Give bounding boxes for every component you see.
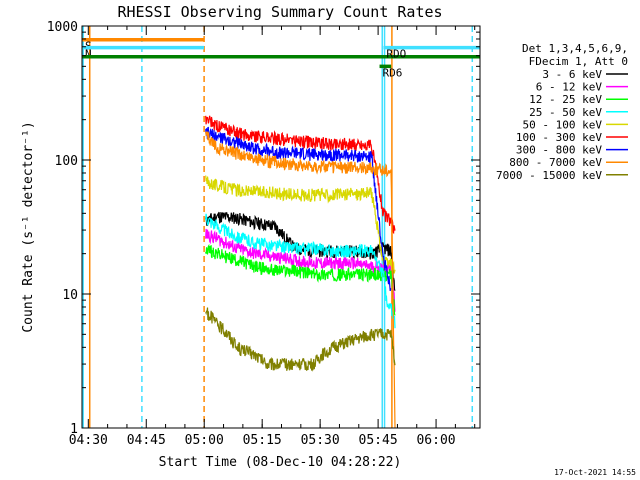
plot-frame [81,25,481,429]
legend-label-8: 800 - 7000 keV [509,156,602,169]
legend-header-1: Det 1,3,4,5,6,9, [522,42,628,55]
x-tick-label-7: 06:00 [416,433,455,448]
legend-label-5: 50 - 100 keV [523,118,603,131]
legend-label-2: 6 - 12 keV [536,81,603,94]
series-line-5 [205,175,396,274]
axes: 04:30 04:45 05:00 05:15 05:30 05:45 06:00 1 10 10… [47,20,480,448]
legend-label-1: 3 - 6 keV [542,68,602,81]
legend-label-4: 25 - 50 keV [529,106,602,119]
x-tick-label-4: 05:15 [243,433,282,448]
legend-label-3: 12 - 25 keV [529,93,602,106]
series-group [205,115,396,429]
x-tick-label-5: 05:30 [301,433,340,448]
legend-label-6: 100 - 300 keV [516,131,602,144]
footer-timestamp: 17-Oct-2021 14:55 [554,468,636,477]
series-line-9 [205,307,396,372]
state-bar-label-4: RD6 [383,66,403,79]
y-tick-label-3: 100 [55,154,78,169]
x-axis-label: Start Time (08-Dec-10 04:28:22) [159,455,402,470]
legend: Det 1,3,4,5,6,9,FDecim 1, Att 03 - 6 keV… [496,42,628,182]
y-tick-label-2: 10 [62,288,78,303]
y-tick-label-1: 1 [70,422,78,437]
x-tick-label-3: 05:00 [185,433,224,448]
legend-header-2: FDecim 1, Att 0 [529,55,628,68]
state-bar-label-5: RDO [386,48,406,61]
y-axis-label: Count Rate (s⁻¹ detector⁻¹) [21,121,36,332]
series-line-3 [205,243,396,316]
legend-label-7: 300 - 800 keV [516,144,602,157]
legend-label-9: 7000 - 15000 keV [496,169,602,182]
y-tick-label-4: 1000 [47,20,78,35]
state-bars: SNRD6RDO [82,37,480,79]
x-tick-label-2: 04:45 [127,433,166,448]
series-line-7 [205,126,392,292]
vertical-markers [82,26,474,428]
series-line-8 [205,130,396,429]
x-tick-label-6: 05:45 [359,433,398,448]
x-tick-label-1: 04:30 [69,433,108,448]
state-bar-label-2: N [85,48,92,61]
series-line-6 [205,115,396,235]
chart-title: RHESSI Observing Summary Count Rates [117,3,442,21]
series-line-4 [205,213,396,329]
